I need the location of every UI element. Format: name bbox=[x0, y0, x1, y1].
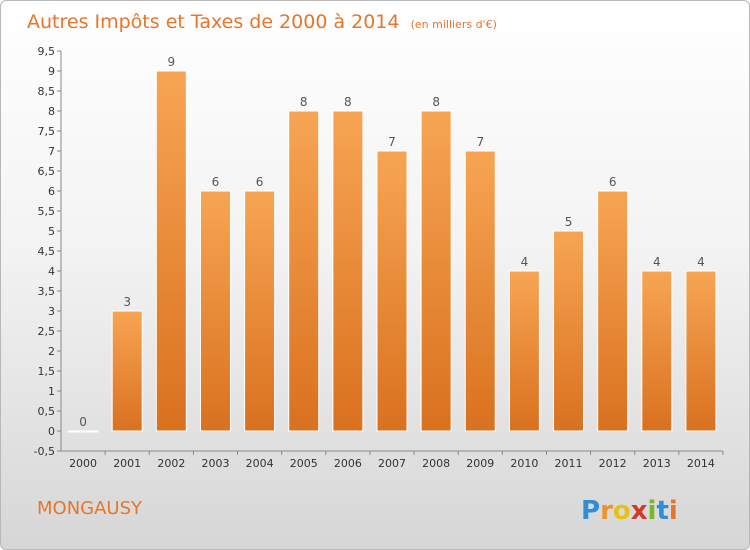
bar bbox=[420, 110, 452, 432]
bar bbox=[67, 430, 99, 433]
bar bbox=[641, 270, 673, 432]
y-tick-label: 3,5 bbox=[38, 285, 56, 298]
x-tick-label: 2002 bbox=[157, 457, 185, 470]
y-tick-label: 5,5 bbox=[38, 205, 56, 218]
y-tick-label: 5 bbox=[48, 225, 55, 238]
y-tick-label: 9,5 bbox=[38, 45, 56, 58]
y-tick-label: 7 bbox=[48, 145, 55, 158]
chart-title: Autres Impôts et Taxes de 2000 à 2014 (e… bbox=[27, 11, 497, 33]
bar-value-label: 6 bbox=[212, 175, 220, 189]
y-axis: -0,5 0 0,5 1 1,5 2 2,5 3 3,5 4 4,5 5 5,5 6 6,5 7 7,5 8 8,5… bbox=[34, 45, 62, 458]
y-tick-label: 4 bbox=[48, 265, 55, 278]
bar bbox=[376, 150, 408, 432]
y-tick-label: 3 bbox=[48, 305, 55, 318]
bar-value-label: 6 bbox=[609, 175, 617, 189]
x-tick-label: 2013 bbox=[643, 457, 671, 470]
bar bbox=[553, 230, 585, 432]
logo-letter: i bbox=[669, 496, 678, 526]
x-tick-label: 2005 bbox=[290, 457, 318, 470]
bar bbox=[597, 190, 629, 432]
x-axis: 2000 2001 2002 2003 2004 2005 2006 2007 2008 2009… bbox=[61, 450, 724, 470]
bar-value-label: 0 bbox=[79, 415, 87, 429]
bar-value-label: 7 bbox=[388, 135, 396, 149]
x-tick-label: 2001 bbox=[113, 457, 141, 470]
x-tick-label: 2014 bbox=[687, 457, 715, 470]
logo-letter: P bbox=[581, 496, 600, 526]
value-labels: 0 3 9 6 6 8 8 7 8 7 4 5 6 4 4 bbox=[79, 55, 705, 429]
chart-title-unit: (en milliers d'€) bbox=[411, 18, 497, 31]
bar-value-label: 5 bbox=[565, 215, 573, 229]
bar-value-label: 4 bbox=[653, 255, 661, 269]
y-tick-label: 1 bbox=[48, 385, 55, 398]
bar bbox=[111, 310, 143, 432]
y-tick-label: 4,5 bbox=[38, 245, 56, 258]
logo-letter: o bbox=[613, 496, 631, 526]
x-tick-label: 2008 bbox=[422, 457, 450, 470]
x-tick-label: 2009 bbox=[466, 457, 494, 470]
x-tick-label: 2000 bbox=[69, 457, 97, 470]
x-tick-label: 2010 bbox=[510, 457, 538, 470]
x-tick-label: 2006 bbox=[334, 457, 362, 470]
logo-letter: t bbox=[656, 496, 668, 526]
y-tick-label: 6,5 bbox=[38, 165, 56, 178]
bar-value-label: 6 bbox=[256, 175, 264, 189]
bar bbox=[244, 190, 276, 432]
x-tick-label: 2007 bbox=[378, 457, 406, 470]
bar bbox=[155, 70, 187, 432]
y-tick-label: 9 bbox=[48, 65, 55, 78]
bar-value-label: 4 bbox=[521, 255, 529, 269]
bar-value-label: 7 bbox=[476, 135, 484, 149]
bar bbox=[508, 270, 540, 432]
bar bbox=[288, 110, 320, 432]
logo-letter: x bbox=[631, 496, 648, 526]
x-tick-label: 2003 bbox=[201, 457, 229, 470]
bar bbox=[685, 270, 717, 432]
bar-value-label: 3 bbox=[123, 295, 131, 309]
bar-value-label: 9 bbox=[168, 55, 176, 69]
bar-value-label: 8 bbox=[432, 95, 440, 109]
bars bbox=[67, 70, 717, 433]
bar-value-label: 8 bbox=[344, 95, 352, 109]
y-tick-label: 6 bbox=[48, 185, 55, 198]
x-tick-label: 2012 bbox=[599, 457, 627, 470]
y-tick-label: 7,5 bbox=[38, 125, 56, 138]
y-tick-label: 8,5 bbox=[38, 85, 56, 98]
proxiti-logo: Proxiti bbox=[581, 496, 678, 526]
y-tick-label: 8 bbox=[48, 105, 55, 118]
y-tick-label: 0,5 bbox=[38, 405, 56, 418]
x-tick-label: 2011 bbox=[555, 457, 583, 470]
y-tick-label: 0 bbox=[48, 425, 55, 438]
y-tick-label: 2,5 bbox=[38, 325, 56, 338]
x-tick-label: 2004 bbox=[246, 457, 274, 470]
bar-value-label: 8 bbox=[300, 95, 308, 109]
bar bbox=[332, 110, 364, 432]
bar-value-label: 4 bbox=[697, 255, 705, 269]
y-tick-label: -0,5 bbox=[34, 445, 55, 458]
commune-name: MONGAUSY bbox=[37, 498, 143, 519]
logo-letter: r bbox=[600, 496, 613, 526]
logo-letter: i bbox=[648, 496, 657, 526]
chart-title-main: Autres Impôts et Taxes de 2000 à 2014 bbox=[27, 11, 400, 33]
y-tick-label: 1,5 bbox=[38, 365, 56, 378]
y-tick-label: 2 bbox=[48, 345, 55, 358]
bar bbox=[464, 150, 496, 432]
bar bbox=[199, 190, 231, 432]
